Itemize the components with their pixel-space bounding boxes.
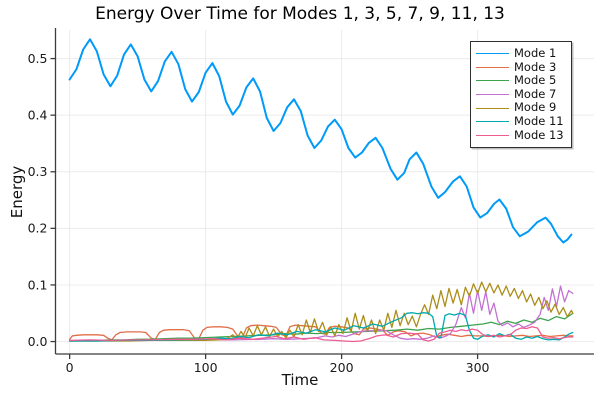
x-tick-label: 0 — [66, 360, 74, 375]
legend-line-sample — [476, 94, 509, 96]
legend-item-mode-3: Mode 3 — [476, 59, 564, 75]
y-tick-label: 0.2 — [28, 221, 48, 236]
y-tick-label: 0.4 — [28, 107, 48, 122]
axis-layer: 0 100 200 300 0.0 0.1 0.2 0.3 0.4 0.5 — [28, 28, 594, 375]
legend-label: Mode 13 — [514, 127, 564, 142]
x-tick-label: 100 — [194, 360, 218, 375]
series-line-mode-7 — [68, 285, 574, 342]
legend-label: Mode 1 — [514, 46, 557, 60]
legend-line-sample — [476, 53, 509, 55]
legend-line-sample — [476, 66, 509, 68]
chart-title: Energy Over Time for Modes 1, 3, 5, 7, 9… — [95, 4, 505, 24]
y-tick-label: 0.0 — [28, 334, 48, 349]
legend-line-sample — [476, 121, 509, 123]
series-layer — [68, 38, 574, 343]
legend-label: Mode 9 — [514, 100, 557, 115]
series-line-mode-1 — [68, 38, 573, 244]
legend-line-sample — [476, 134, 509, 136]
y-tick-label: 0.1 — [28, 277, 48, 292]
legend-item-mode-7: Mode 7 — [476, 86, 564, 102]
series-line-mode-13 — [68, 326, 574, 343]
legend-item-mode-9: Mode 9 — [476, 101, 564, 115]
legend-item-mode-5: Mode 5 — [476, 74, 564, 88]
x-axis-label: Time — [281, 371, 319, 389]
legend-item-mode-11: Mode 11 — [476, 113, 564, 129]
series-line-mode-9 — [68, 281, 574, 342]
legend-line-sample — [476, 80, 509, 82]
legend-label: Mode 5 — [514, 73, 557, 88]
series-line-mode-11 — [68, 312, 574, 342]
x-tick-label: 300 — [466, 360, 490, 375]
y-tick-label: 0.5 — [28, 51, 48, 66]
legend-item-mode-1: Mode 1 — [476, 46, 564, 61]
y-tick-label: 0.3 — [28, 164, 48, 179]
legend-label: Mode 3 — [514, 59, 557, 74]
legend-item-mode-13: Mode 13 — [476, 127, 564, 143]
legend-box: Mode 1 Mode 3 Mode 5 Mode 7 Mode 9 Mode 11 Mod… — [470, 41, 572, 149]
x-tick-label: 200 — [330, 360, 354, 375]
series-line-mode-5 — [68, 312, 574, 342]
legend-label: Mode 11 — [514, 113, 564, 128]
y-axis-label: Energy — [8, 165, 26, 219]
series-line-mode-3 — [68, 324, 574, 341]
legend-label: Mode 7 — [514, 86, 557, 101]
legend-line-sample — [476, 107, 509, 109]
